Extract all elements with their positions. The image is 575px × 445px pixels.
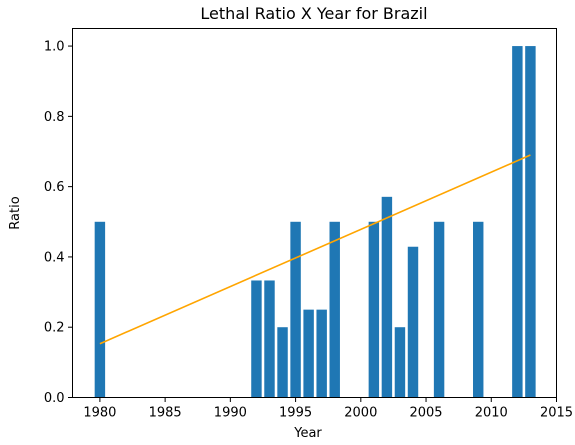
- y-axis-label: Ratio: [8, 196, 23, 229]
- bar-1998: [329, 221, 340, 398]
- y-tick-label-1: 0.2: [44, 321, 65, 336]
- trendline: [99, 154, 531, 345]
- x-axis-label: Year: [293, 426, 322, 441]
- bar-2009: [473, 221, 484, 398]
- plot-frame: [72, 28, 557, 398]
- y-tick-label-4: 0.8: [44, 110, 65, 125]
- y-tick-label-3: 0.6: [44, 180, 65, 195]
- y-tick-label-0: 0.0: [44, 391, 65, 406]
- bar-1980: [94, 221, 106, 398]
- bar-1995: [290, 221, 301, 398]
- x-tick-label-1995: 1995: [279, 406, 312, 421]
- x-tick-label-2015: 2015: [540, 406, 573, 421]
- x-axis: 1980 1985 1990 1995 2000 2005 2010 2015: [83, 397, 573, 421]
- x-tick-label-2000: 2000: [344, 406, 377, 421]
- bar-1992: [251, 280, 262, 398]
- bar-2012: [512, 46, 523, 398]
- y-tick-label-2: 0.4: [44, 250, 65, 265]
- x-tick-label-1990: 1990: [214, 406, 247, 421]
- chart-title: Lethal Ratio X Year for Brazil: [200, 4, 427, 23]
- x-tick-label-2005: 2005: [409, 406, 442, 421]
- bar-2004: [407, 246, 419, 398]
- bar-2013: [525, 46, 536, 398]
- y-tick-label-5: 1.0: [44, 40, 65, 55]
- bar-2002: [381, 196, 393, 398]
- bar-1994: [277, 327, 288, 398]
- x-tick-label-1985: 1985: [149, 406, 182, 421]
- bar-1996: [303, 309, 314, 398]
- bars: [94, 46, 536, 398]
- bar-2003: [394, 327, 406, 398]
- bar-1993: [264, 280, 275, 398]
- bar-2006: [433, 221, 445, 398]
- x-tick-label-2010: 2010: [475, 406, 508, 421]
- bar-2001: [368, 221, 380, 398]
- y-axis: 0.0 0.2 0.4 0.6 0.8 1.0: [44, 40, 73, 406]
- x-tick-label-1980: 1980: [83, 406, 116, 421]
- trendline-group: [99, 154, 531, 345]
- bar-1997: [316, 309, 327, 398]
